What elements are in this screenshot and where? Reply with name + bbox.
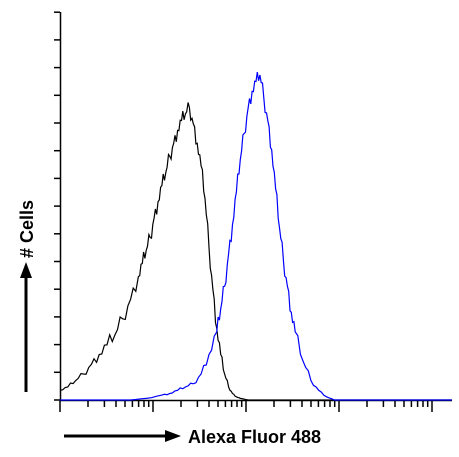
y-axis-title: # Cells	[17, 200, 37, 258]
series-layer	[59, 72, 452, 401]
x-axis-title: Alexa Fluor 488	[188, 427, 321, 447]
series-line-2	[60, 72, 452, 401]
x-axis-ticks	[59, 400, 433, 412]
y-axis-arrowhead-icon	[20, 262, 32, 278]
series-line-1	[59, 102, 452, 401]
y-axis-title-group: # Cells	[17, 200, 37, 392]
x-axis-title-group: Alexa Fluor 488	[64, 427, 321, 447]
y-axis-ticks	[54, 11, 60, 401]
x-axis-arrowhead-icon	[165, 430, 181, 442]
plot-area	[54, 11, 452, 412]
